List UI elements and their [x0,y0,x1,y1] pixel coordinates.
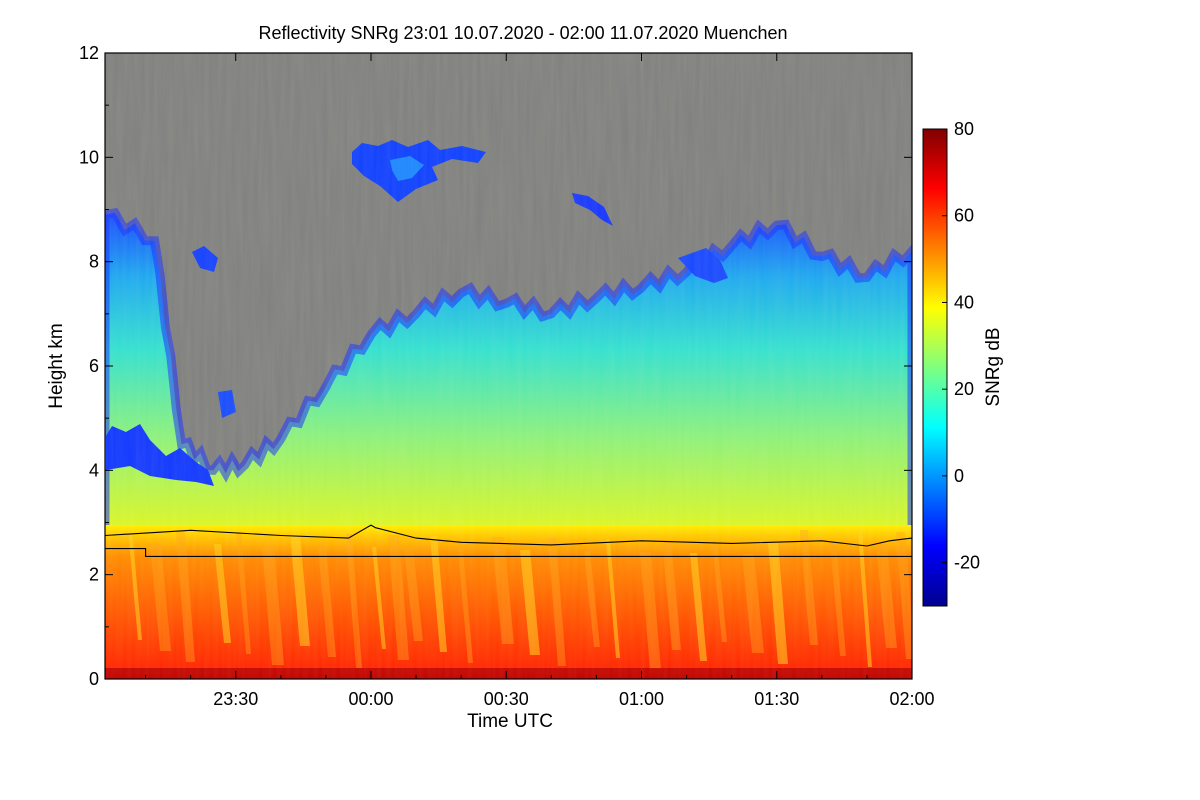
series-line-2 [105,548,912,557]
colorbar-tick-label: 0 [954,466,964,486]
colorbar-tick-label: 60 [954,206,974,226]
y-tick-label: 12 [79,43,99,63]
y-tick-label: 2 [89,565,99,585]
series-line-1 [105,524,912,547]
series-lines [105,524,912,557]
x-tick-label: 00:30 [484,689,529,709]
colorbar-tick-label: 20 [954,379,974,399]
colorbar: -20 0 20 40 60 80 SNRg dB [922,119,1004,607]
x-tick-label: 01:30 [754,689,799,709]
chart-title: Reflectivity SNRg 23:01 10.07.2020 - 02:… [258,23,787,43]
x-axis-label: Time UTC [467,711,553,732]
y-tick-label: 4 [89,460,99,480]
y-axis: 0 2 4 6 8 10 12 Height km [46,43,912,689]
texture-overlay [105,53,912,679]
x-tick-label: 23:30 [213,689,258,709]
y-axis-label: Height km [46,323,67,409]
colorbar-tick-label: 40 [954,292,974,312]
x-tick-label: 01:00 [619,689,664,709]
y-tick-label: 8 [89,252,99,272]
y-tick-label: 10 [79,147,99,167]
x-tick-label: 00:00 [348,689,393,709]
colorbar-tick-label: 80 [954,119,974,139]
plot-area [105,53,912,679]
y-tick-label: 0 [89,669,99,689]
x-tick-label: 02:00 [889,689,934,709]
y-tick-label: 6 [89,356,99,376]
x-axis: 23:30 00:00 00:30 01:00 01:30 02:00 Time UTC [145,53,935,732]
colorbar-gradient [922,128,948,607]
colorbar-tick-label: -20 [954,553,980,573]
colorbar-label: SNRg dB [983,327,1004,406]
